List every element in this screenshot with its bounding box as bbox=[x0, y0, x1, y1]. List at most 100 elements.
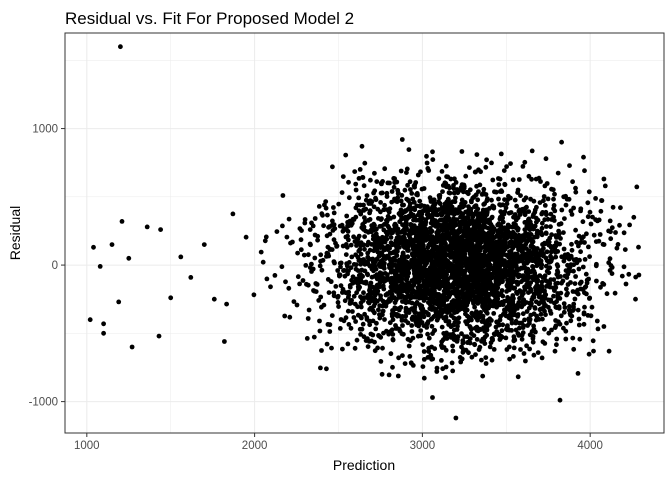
scatter-point bbox=[512, 255, 518, 261]
scatter-point bbox=[540, 210, 545, 215]
scatter-point bbox=[449, 360, 455, 366]
scatter-point bbox=[497, 216, 503, 222]
scatter-point bbox=[346, 260, 352, 265]
scatter-point bbox=[437, 195, 442, 201]
scatter-point bbox=[431, 244, 437, 250]
scatter-point bbox=[348, 222, 354, 228]
scatter-point bbox=[436, 229, 442, 234]
scatter-point bbox=[526, 217, 531, 223]
scatter-point bbox=[522, 284, 527, 290]
scatter-point bbox=[459, 249, 465, 254]
scatter-point bbox=[534, 234, 540, 240]
scatter-point bbox=[601, 282, 607, 287]
scatter-point bbox=[424, 160, 430, 166]
scatter-point bbox=[546, 242, 552, 248]
scatter-point bbox=[554, 336, 560, 342]
scatter-point bbox=[434, 257, 440, 263]
scatter-point bbox=[522, 159, 528, 165]
scatter-point bbox=[324, 366, 329, 372]
scatter-point bbox=[516, 272, 522, 278]
scatter-point bbox=[607, 256, 613, 262]
scatter-point bbox=[295, 274, 301, 280]
scatter-point bbox=[404, 277, 409, 283]
scatter-point bbox=[408, 187, 413, 192]
scatter-point bbox=[372, 310, 377, 316]
scatter-point bbox=[542, 326, 547, 332]
scatter-point bbox=[398, 198, 404, 204]
scatter-point bbox=[367, 318, 373, 324]
scatter-point bbox=[512, 197, 518, 203]
scatter-point bbox=[533, 215, 539, 221]
scatter-point bbox=[429, 220, 435, 226]
scatter-point bbox=[317, 328, 323, 334]
scatter-point bbox=[549, 232, 554, 238]
scatter-point bbox=[477, 241, 483, 247]
scatter-point bbox=[338, 283, 344, 289]
scatter-point bbox=[455, 298, 460, 303]
scatter-point bbox=[439, 345, 445, 350]
scatter-point bbox=[525, 251, 531, 257]
scatter-point bbox=[503, 272, 509, 277]
scatter-point bbox=[358, 304, 364, 310]
scatter-point bbox=[422, 254, 427, 260]
scatter-point bbox=[417, 266, 422, 272]
scatter-point bbox=[441, 249, 447, 255]
scatter-point bbox=[356, 280, 361, 286]
scatter-point bbox=[484, 232, 489, 237]
scatter-point bbox=[396, 287, 402, 293]
scatter-point bbox=[409, 191, 415, 196]
scatter-point bbox=[345, 223, 350, 229]
scatter-point bbox=[595, 326, 601, 332]
scatter-point bbox=[454, 281, 460, 287]
scatter-point bbox=[470, 230, 476, 236]
scatter-point bbox=[428, 352, 434, 358]
scatter-point bbox=[561, 325, 566, 331]
scatter-point bbox=[578, 286, 583, 292]
scatter-point bbox=[587, 254, 592, 259]
scatter-point bbox=[379, 216, 384, 222]
scatter-point bbox=[368, 177, 373, 183]
scatter-point bbox=[506, 302, 512, 307]
scatter-point bbox=[583, 271, 589, 277]
scatter-point bbox=[377, 312, 382, 317]
scatter-point bbox=[324, 254, 329, 259]
scatter-point bbox=[337, 223, 343, 229]
scatter-point bbox=[505, 295, 510, 300]
scatter-point bbox=[327, 329, 333, 334]
scatter-point bbox=[618, 205, 623, 211]
scatter-point bbox=[324, 341, 330, 347]
scatter-point bbox=[615, 242, 621, 247]
scatter-point bbox=[606, 228, 611, 234]
scatter-point bbox=[593, 196, 598, 201]
scatter-point bbox=[497, 202, 502, 208]
scatter-point bbox=[523, 238, 529, 244]
scatter-point bbox=[426, 345, 432, 351]
scatter-point bbox=[297, 226, 303, 232]
scatter-point bbox=[474, 284, 480, 290]
scatter-point bbox=[539, 220, 545, 226]
scatter-point bbox=[479, 357, 484, 363]
scatter-point bbox=[367, 210, 372, 216]
scatter-point bbox=[418, 230, 423, 236]
scatter-point bbox=[258, 249, 264, 255]
scatter-point bbox=[421, 280, 427, 286]
scatter-point bbox=[556, 228, 561, 234]
scatter-point bbox=[494, 304, 499, 310]
scatter-point bbox=[488, 340, 494, 346]
scatter-point bbox=[511, 354, 516, 359]
scatter-point bbox=[430, 157, 436, 163]
scatter-point bbox=[450, 368, 456, 374]
scatter-point bbox=[534, 279, 540, 285]
scatter-point bbox=[510, 272, 516, 277]
scatter-point bbox=[529, 148, 535, 154]
scatter-point bbox=[508, 250, 513, 256]
scatter-point bbox=[479, 192, 485, 197]
scatter-point bbox=[429, 306, 434, 312]
scatter-point bbox=[312, 232, 318, 238]
scatter-point bbox=[367, 322, 373, 328]
scatter-point bbox=[570, 179, 575, 185]
scatter-point bbox=[440, 310, 445, 315]
scatter-point bbox=[528, 287, 534, 292]
scatter-point bbox=[543, 231, 549, 236]
scatter-point bbox=[584, 280, 590, 286]
